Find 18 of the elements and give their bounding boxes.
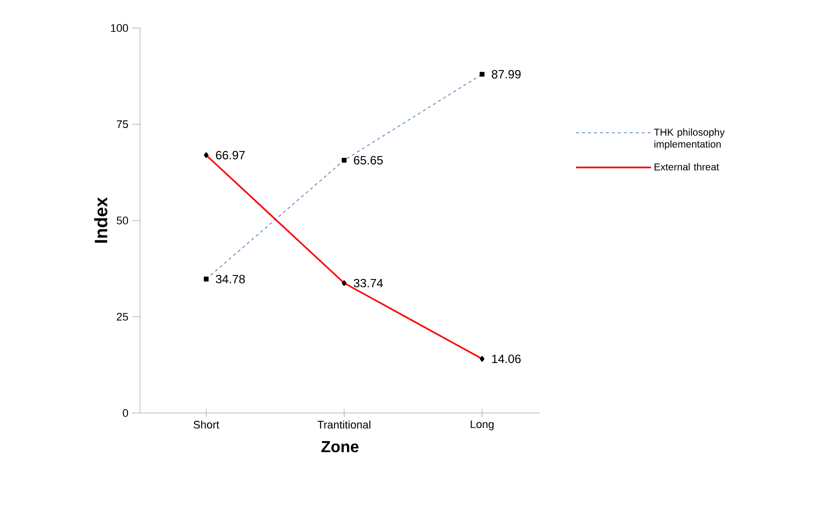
y-tick-label: 100 [111,24,128,32]
data-label: 34.78 [216,274,245,284]
text: External threat [654,163,720,170]
x-tick-label: Short [194,420,220,429]
y-axis-title: Index [94,197,108,243]
data-label: 33.74 [354,278,383,288]
x-axis-title: Zone [321,441,358,452]
x-tick-label: Trantitional [317,420,370,429]
data-label: 14.06 [492,354,521,364]
y-tick-label: 75 [116,120,128,128]
data-label: 65.65 [354,156,383,164]
text: THK philosophy implementation [654,128,725,150]
y-tick-label: 0 [122,409,128,417]
data-label: 66.97 [216,150,245,160]
y-tick-label: 50 [116,216,128,224]
y-tick-label: 25 [116,312,128,321]
x-tick-label: Long [470,420,494,430]
data-label: 87.99 [492,70,521,78]
